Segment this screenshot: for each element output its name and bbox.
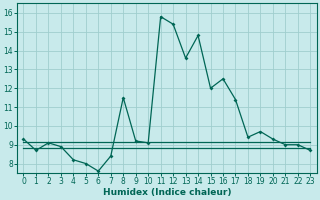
X-axis label: Humidex (Indice chaleur): Humidex (Indice chaleur) bbox=[103, 188, 231, 197]
